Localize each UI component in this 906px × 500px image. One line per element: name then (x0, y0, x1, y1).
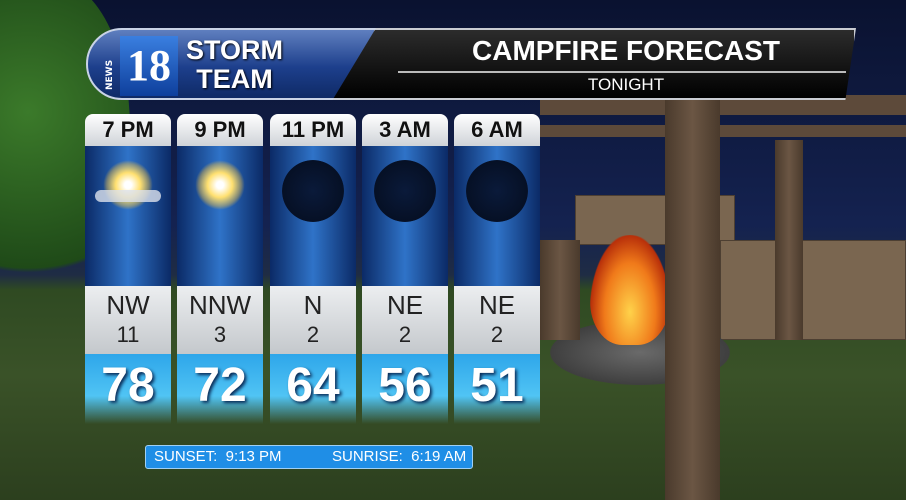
pergola-beam (540, 125, 906, 137)
logo-line-1: STORM (186, 35, 284, 65)
weather-icon-area (362, 146, 448, 286)
forecast-column: 7 PM NW 11 78 (85, 114, 171, 424)
weather-icon-area (85, 146, 171, 286)
sunrise-time: SUNRISE: 6:19 AM (332, 448, 467, 465)
wind-info: NE 2 (454, 286, 540, 354)
page-subtitle: TONIGHT (587, 75, 665, 94)
wind-speed: 3 (213, 322, 227, 347)
forecast-time: 9 PM (177, 114, 263, 146)
wind-speed: 2 (306, 322, 320, 347)
sun-times-bar: SUNSET: 9:13 PM SUNRISE: 6:19 AM (145, 445, 473, 469)
page-title: CAMPFIRE FORECAST (472, 35, 780, 66)
wind-info: NW 11 (85, 286, 171, 354)
wind-direction: NE (478, 290, 516, 320)
forecast-column: 6 AM NE 2 51 (454, 114, 540, 424)
wind-direction: NNW (188, 290, 252, 320)
sunset-time: SUNSET: 9:13 PM (154, 448, 282, 465)
clear-night-icon (282, 160, 344, 222)
weather-icon-area (177, 146, 263, 286)
weather-icon-area (454, 146, 540, 286)
wind-speed: 11 (116, 322, 140, 347)
wind-speed: 2 (398, 322, 412, 347)
temperature: 78 (85, 354, 171, 424)
header-banner: CAMPFIRE FORECAST TONIGHT NEWS 18 STORM … (86, 28, 856, 100)
campfire (590, 235, 670, 345)
temperature: 72 (177, 354, 263, 424)
wind-speed: 2 (490, 322, 504, 347)
storm-team-logo: NEWS 18 STORM TEAM (86, 28, 376, 100)
logo-line-2: TEAM (196, 64, 273, 94)
forecast-column: 3 AM NE 2 56 (362, 114, 448, 424)
clear-night-icon (374, 160, 436, 222)
weather-icon-area (270, 146, 356, 286)
temperature: 56 (362, 354, 448, 424)
pergola-beam (540, 95, 906, 115)
clear-night-icon (466, 160, 528, 222)
sun-icon (195, 160, 245, 210)
pergola-post (775, 140, 803, 340)
logo-news: NEWS (105, 59, 115, 90)
wind-direction: NW (106, 290, 150, 320)
wind-direction: NE (386, 290, 424, 320)
forecast-time: 3 AM (362, 114, 448, 146)
forecast-time: 11 PM (270, 114, 356, 146)
divider (398, 71, 846, 73)
forecast-time: 7 PM (85, 114, 171, 146)
cloud-icon (95, 190, 161, 202)
wind-info: NE 2 (362, 286, 448, 354)
temperature: 51 (454, 354, 540, 424)
pergola-post (665, 100, 720, 500)
logo-name: STORM TEAM (186, 36, 283, 94)
swing-bench (720, 240, 906, 340)
forecast-time: 6 AM (454, 114, 540, 146)
forecast-column: 9 PM NNW 3 72 (177, 114, 263, 424)
title-box: CAMPFIRE FORECAST TONIGHT (326, 28, 856, 100)
logo-number: 18 (120, 36, 178, 96)
sun-icon (103, 160, 153, 210)
pergola-post (540, 240, 580, 340)
wind-direction: N (303, 290, 323, 320)
wind-info: NNW 3 (177, 286, 263, 354)
temperature: 64 (270, 354, 356, 424)
